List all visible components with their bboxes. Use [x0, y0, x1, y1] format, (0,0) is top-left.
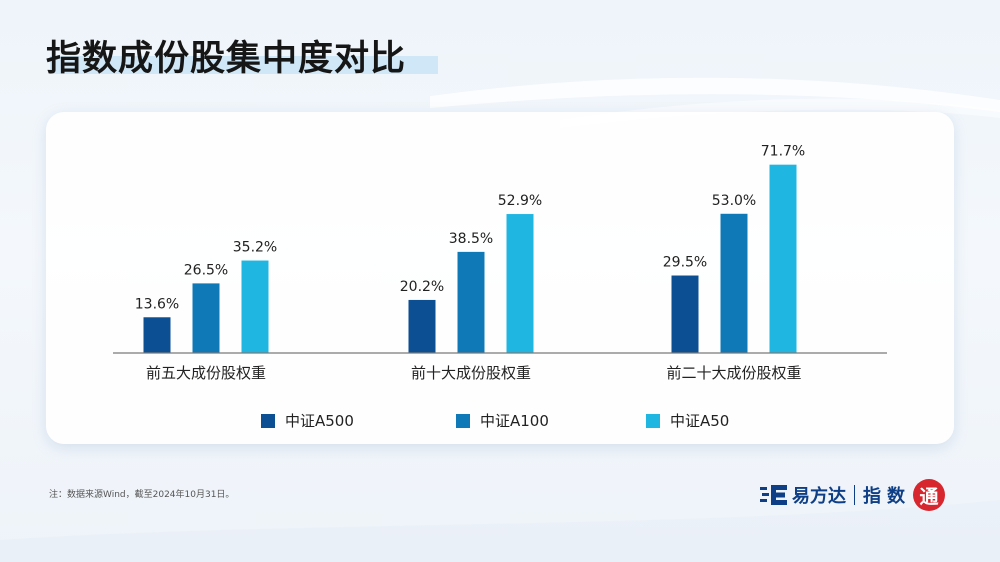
data-label-2-0: 35.2% [233, 240, 277, 256]
data-label-2-2: 71.7% [761, 144, 805, 160]
data-label-0-1: 20.2% [400, 279, 444, 295]
category-label-1: 前十大成份股权重 [411, 364, 531, 382]
efunds-logo-icon [760, 485, 787, 505]
data-label-1-1: 38.5% [449, 231, 493, 247]
bar-2-2 [769, 164, 797, 353]
chart-legend: 中证A500 中证A100 中证A50 [46, 410, 954, 430]
data-label-2-1: 52.9% [498, 193, 542, 209]
chart-card: 13.6% 26.5% 35.2% 前五大成份股权重 20.2% 38.5% 52.9% 前十… [46, 112, 954, 444]
bar-0-2 [671, 275, 699, 353]
bar-chart: 13.6% 26.5% 35.2% 前五大成份股权重 20.2% 38.5% 52.9% 前十… [113, 144, 887, 382]
brand-divider [854, 485, 855, 505]
category-label-2: 前二十大成份股权重 [666, 364, 801, 382]
bar-1-1 [457, 251, 485, 353]
page-title: 指数成份股集中度对比 [46, 39, 407, 79]
brand-name: 易方达 [792, 486, 846, 507]
bar-1-2 [720, 213, 748, 353]
bar-0-0 [143, 317, 171, 353]
bar-0-1 [408, 299, 436, 353]
data-label-0-0: 13.6% [135, 296, 179, 312]
legend-swatch-0 [261, 413, 275, 428]
source-note: 注：数据来源Wind，截至2024年10月31日。 [49, 490, 235, 500]
data-label-1-2: 53.0% [712, 193, 756, 209]
legend-swatch-1 [456, 413, 470, 428]
legend-swatch-2 [646, 413, 660, 428]
brand-seal: 通 [913, 479, 945, 511]
data-label-1-0: 26.5% [184, 262, 228, 278]
data-label-0-2: 29.5% [663, 255, 707, 271]
bar-2-1 [506, 214, 534, 353]
legend-label-0: 中证A500 [285, 412, 354, 430]
brand-logo: 易方达 指数 通 [760, 478, 945, 512]
title-highlight [50, 56, 438, 74]
bar-2-0 [241, 260, 269, 353]
legend-item-0: 中证A500 [261, 410, 354, 431]
legend-item-2: 中证A50 [646, 410, 729, 431]
category-label-0: 前五大成份股权重 [146, 364, 266, 382]
legend-label-2: 中证A50 [670, 412, 730, 430]
legend-label-1: 中证A100 [480, 412, 549, 430]
bar-1-0 [192, 283, 220, 353]
title-block: 指数成份股集中度对比 [46, 30, 438, 81]
legend-item-1: 中证A100 [456, 410, 549, 431]
brand-subtitle: 指数 [863, 486, 911, 507]
